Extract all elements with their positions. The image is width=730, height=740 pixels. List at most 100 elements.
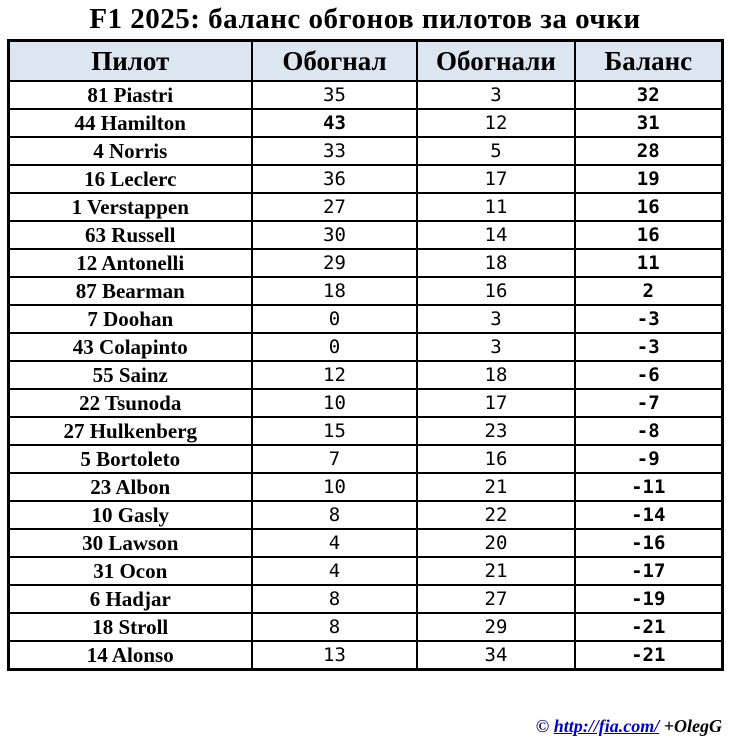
overtook-cell: 27 xyxy=(251,192,418,223)
overtook-cell: 30 xyxy=(251,220,418,251)
overtook-cell: 8 xyxy=(251,584,418,615)
balance-cell: 19 xyxy=(574,164,723,195)
driver-cell: 4 Norris xyxy=(7,136,253,167)
table-row: 27 Hulkenberg 15 23 -8 xyxy=(7,416,723,447)
table-row: 63 Russell 30 14 16 xyxy=(7,220,723,251)
overtook-cell: 43 xyxy=(251,108,418,139)
overtaken-cell: 20 xyxy=(416,528,576,559)
overtaken-cell: 12 xyxy=(416,108,576,139)
balance-cell: 16 xyxy=(574,220,723,251)
balance-cell: 28 xyxy=(574,136,723,167)
balance-cell: -21 xyxy=(574,640,723,671)
overtaken-cell: 22 xyxy=(416,500,576,531)
overtook-cell: 10 xyxy=(251,388,418,419)
driver-cell: 14 Alonso xyxy=(7,640,253,671)
overtook-cell: 10 xyxy=(251,472,418,503)
driver-cell: 63 Russell xyxy=(7,220,253,251)
driver-cell: 12 Antonelli xyxy=(7,248,253,279)
driver-cell: 27 Hulkenberg xyxy=(7,416,253,447)
driver-cell: 6 Hadjar xyxy=(7,584,253,615)
balance-cell: -3 xyxy=(574,304,723,335)
overtook-cell: 8 xyxy=(251,612,418,643)
overtook-cell: 29 xyxy=(251,248,418,279)
overtaken-cell: 3 xyxy=(416,304,576,335)
driver-cell: 87 Bearman xyxy=(7,276,253,307)
driver-cell: 5 Bortoleto xyxy=(7,444,253,475)
overtook-cell: 0 xyxy=(251,304,418,335)
balance-cell: -3 xyxy=(574,332,723,363)
copyright-symbol: © xyxy=(535,716,550,736)
table-row: 4 Norris 33 5 28 xyxy=(7,136,723,167)
balance-cell: 11 xyxy=(574,248,723,279)
overtaken-cell: 17 xyxy=(416,388,576,419)
overtook-cell: 12 xyxy=(251,360,418,391)
overtaken-cell: 16 xyxy=(416,444,576,475)
overtaken-cell: 5 xyxy=(416,136,576,167)
balance-cell: -8 xyxy=(574,416,723,447)
overtaken-cell: 17 xyxy=(416,164,576,195)
overtook-cell: 35 xyxy=(251,80,418,111)
table-row: 14 Alonso 13 34 -21 xyxy=(7,640,723,671)
overtaken-cell: 16 xyxy=(416,276,576,307)
author-credit: +OlegG xyxy=(663,716,722,736)
overtook-cell: 4 xyxy=(251,528,418,559)
driver-cell: 31 Ocon xyxy=(7,556,253,587)
driver-cell: 7 Doohan xyxy=(7,304,253,335)
table-row: 22 Tsunoda 10 17 -7 xyxy=(7,388,723,419)
balance-cell: -6 xyxy=(574,360,723,391)
overtook-cell: 13 xyxy=(251,640,418,671)
overtakes-table: Пилот Обогнал Обогнали Баланс 81 Piastri… xyxy=(6,39,724,672)
table-row: 5 Bortoleto 7 16 -9 xyxy=(7,444,723,475)
col-header-overtaken: Обогнали xyxy=(416,39,576,83)
overtook-cell: 7 xyxy=(251,444,418,475)
table-row: 23 Albon 10 21 -11 xyxy=(7,472,723,503)
header-row: Пилот Обогнал Обогнали Баланс xyxy=(7,39,723,83)
driver-cell: 18 Stroll xyxy=(7,612,253,643)
overtaken-cell: 3 xyxy=(416,80,576,111)
balance-cell: 31 xyxy=(574,108,723,139)
driver-cell: 16 Leclerc xyxy=(7,164,253,195)
table-row: 16 Leclerc 36 17 19 xyxy=(7,164,723,195)
driver-cell: 43 Colapinto xyxy=(7,332,253,363)
table-row: 44 Hamilton 43 12 31 xyxy=(7,108,723,139)
table-row: 87 Bearman 18 16 2 xyxy=(7,276,723,307)
balance-cell: -9 xyxy=(574,444,723,475)
overtaken-cell: 18 xyxy=(416,360,576,391)
overtaken-cell: 21 xyxy=(416,556,576,587)
overtook-cell: 8 xyxy=(251,500,418,531)
driver-cell: 22 Tsunoda xyxy=(7,388,253,419)
overtaken-cell: 27 xyxy=(416,584,576,615)
table-body: 81 Piastri 35 3 32 44 Hamilton 43 12 31 4 Norris… xyxy=(7,80,723,671)
table-row: 30 Lawson 4 20 -16 xyxy=(7,528,723,559)
table-row: 7 Doohan 0 3 -3 xyxy=(7,304,723,335)
table-row: 43 Colapinto 0 3 -3 xyxy=(7,332,723,363)
overtaken-cell: 18 xyxy=(416,248,576,279)
balance-cell: -7 xyxy=(574,388,723,419)
table-row: 1 Verstappen 27 11 16 xyxy=(7,192,723,223)
col-header-balance: Баланс xyxy=(574,39,723,83)
overtaken-cell: 23 xyxy=(416,416,576,447)
overtaken-cell: 34 xyxy=(416,640,576,671)
overtook-cell: 18 xyxy=(251,276,418,307)
driver-cell: 81 Piastri xyxy=(7,80,253,111)
balance-cell: -21 xyxy=(574,612,723,643)
balance-cell: -11 xyxy=(574,472,723,503)
fia-link[interactable]: http://fia.com/ xyxy=(553,716,660,736)
balance-cell: 2 xyxy=(574,276,723,307)
table-row: 18 Stroll 8 29 -21 xyxy=(7,612,723,643)
driver-cell: 1 Verstappen xyxy=(7,192,253,223)
overtaken-cell: 29 xyxy=(416,612,576,643)
driver-cell: 44 Hamilton xyxy=(7,108,253,139)
table-row: 55 Sainz 12 18 -6 xyxy=(7,360,723,391)
balance-cell: -14 xyxy=(574,500,723,531)
balance-cell: -19 xyxy=(574,584,723,615)
overtook-cell: 36 xyxy=(251,164,418,195)
driver-cell: 55 Sainz xyxy=(7,360,253,391)
balance-cell: -17 xyxy=(574,556,723,587)
overtook-cell: 4 xyxy=(251,556,418,587)
driver-cell: 10 Gasly xyxy=(7,500,253,531)
overtook-cell: 15 xyxy=(251,416,418,447)
table-row: 81 Piastri 35 3 32 xyxy=(7,80,723,111)
balance-cell: 16 xyxy=(574,192,723,223)
